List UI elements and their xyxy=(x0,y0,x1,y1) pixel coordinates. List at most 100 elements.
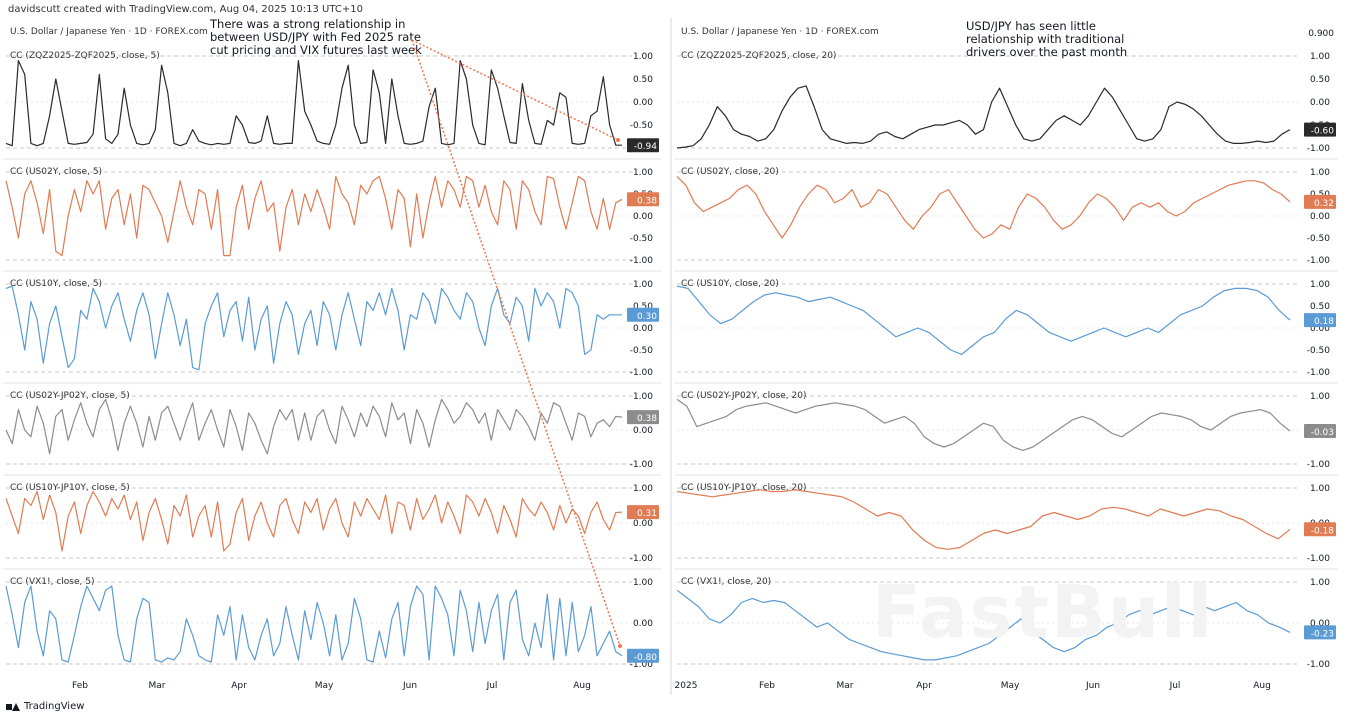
last-value-label: -0.80 xyxy=(634,653,658,663)
tradingview-brand[interactable]: TradingView xyxy=(6,701,84,712)
last-value-label: 0.30 xyxy=(637,312,657,322)
y-tick-label: 0.00 xyxy=(1310,619,1330,629)
last-value-badge xyxy=(627,410,659,425)
pane-title: CC (US02Y-JP02Y, close, 20) xyxy=(681,391,807,401)
last-value-label: -0.23 xyxy=(1311,629,1334,639)
pane-title: CC (VX1!, close, 5) xyxy=(10,577,94,587)
right-series-line-4 xyxy=(676,489,1291,550)
y-tick-label: -1.00 xyxy=(630,368,654,378)
x-tick-label: Jun xyxy=(1085,681,1100,691)
last-value-label: -0.60 xyxy=(1311,127,1335,137)
right-series-line-0 xyxy=(676,85,1291,149)
y-tick-label: -0.50 xyxy=(1307,234,1331,244)
last-value-label: 0.18 xyxy=(1314,317,1334,327)
annotation-arrow-upper xyxy=(411,39,619,141)
last-value-label: 0.38 xyxy=(637,414,657,424)
y-tick-label: -1.00 xyxy=(1307,660,1331,670)
x-tick-label: Apr xyxy=(916,681,932,691)
pane-title: CC (US10Y-JP10Y, close, 20) xyxy=(681,483,807,493)
annotation-arrow-head xyxy=(616,138,620,142)
pane-title: CC (ZQZ2025-ZQF2025, close, 20) xyxy=(681,51,836,61)
last-value-label: 0.31 xyxy=(637,509,657,519)
right-series-line-1 xyxy=(676,175,1291,239)
right-pane-2: 1.00 0.50 0.00 -0.50 -1.00 CC (US10Y, close, … xyxy=(675,270,1338,378)
y-tick-label: -0.50 xyxy=(630,121,654,131)
right-annotation-text: USD/JPY has seen little relationship with… xyxy=(966,19,1127,59)
right-series-line-2 xyxy=(676,285,1291,355)
y-tick-label: 1.00 xyxy=(633,392,653,402)
y-tick-label: -1.00 xyxy=(1307,368,1331,378)
last-value-badge xyxy=(1304,625,1336,640)
left-series-line-4 xyxy=(5,490,623,552)
y-tick-label: 0.50 xyxy=(1310,75,1330,85)
y-tick-label: 1.00 xyxy=(1310,280,1330,290)
y-tick-label: -1.00 xyxy=(630,256,654,266)
last-value-badge xyxy=(1304,522,1336,537)
y-tick-label: -0.50 xyxy=(1307,346,1331,356)
y-tick-label: 0.00 xyxy=(633,324,653,334)
right-series-line-3 xyxy=(676,398,1291,451)
x-tick-label: Aug xyxy=(573,681,591,691)
last-value-label: -0.03 xyxy=(1311,428,1334,438)
last-value-label: 0.38 xyxy=(637,196,657,206)
x-tick-label: Apr xyxy=(231,681,247,691)
y-tick-label: 0.00 xyxy=(633,98,653,108)
tradingview-logo-icon xyxy=(6,702,20,712)
y-tick-label: 1.00 xyxy=(633,168,653,178)
last-value-badge xyxy=(1304,122,1336,137)
x-tick-label: Aug xyxy=(1253,681,1271,691)
last-value-badge xyxy=(627,505,659,520)
right-pane-5: 1.00 0.00 -1.00 CC (VX1!, close, 20) -0.23 xyxy=(675,568,1338,670)
y-tick-label: 0.00 xyxy=(1310,324,1330,334)
pane-title: CC (US02Y, close, 20) xyxy=(681,167,779,177)
y-tick-label: 1.00 xyxy=(633,280,653,290)
left-series-line-0 xyxy=(5,59,622,147)
left-series-line-5 xyxy=(5,585,623,663)
y-tick-label: -0.50 xyxy=(630,234,654,244)
y-tick-label: -0.50 xyxy=(630,346,654,356)
right-top-tick: 0.900 xyxy=(1308,29,1334,39)
last-value-label: -0.18 xyxy=(1311,526,1335,536)
pane-title: CC (US02Y, close, 5) xyxy=(10,167,102,177)
left-series-line-2 xyxy=(5,285,622,371)
y-tick-label: 1.00 xyxy=(633,578,653,588)
y-tick-label: 0.50 xyxy=(1310,302,1330,312)
y-tick-label: 1.00 xyxy=(1310,392,1330,402)
y-tick-label: -1.00 xyxy=(630,460,654,470)
last-value-badge xyxy=(1304,194,1336,209)
x-tick-label: 2025 xyxy=(675,681,698,691)
right-series-line-5 xyxy=(676,589,1291,661)
right-chart: U.S. Dollar / Japanese Yen · 1D · FOREX.… xyxy=(675,19,1338,691)
chart-credit: davidscutt created with TradingView.com,… xyxy=(8,4,363,15)
last-value-badge xyxy=(627,307,659,322)
left-series-line-1 xyxy=(5,175,623,257)
x-tick-label: May xyxy=(315,681,334,691)
pane-title: CC (ZQZ2025-ZQF2025, close, 5) xyxy=(10,51,160,61)
last-value-label: -0.94 xyxy=(634,142,658,152)
last-value-badge xyxy=(1304,424,1336,439)
y-tick-label: 0.00 xyxy=(633,426,653,436)
left-pane-4: 1.00 0.00 -1.00 CC (US10Y-JP10Y, close, 5) 0… xyxy=(4,474,661,564)
y-tick-label: 0.00 xyxy=(633,212,653,222)
x-tick-label: Jul xyxy=(1169,681,1181,691)
x-tick-label: Feb xyxy=(72,681,88,691)
y-tick-label: 0.00 xyxy=(1310,98,1330,108)
x-tick-label: Feb xyxy=(759,681,775,691)
annotation-line: cut pricing and VIX futures last week xyxy=(210,43,422,57)
left-pane-5: 1.00 0.00 -1.00 CC (VX1!, close, 5) -0.80 xyxy=(4,568,661,670)
annotation-line: USD/JPY has seen little xyxy=(966,19,1096,33)
pane-title: CC (VX1!, close, 20) xyxy=(681,577,771,587)
annotation-line: relationship with traditional xyxy=(966,32,1124,46)
y-tick-label: 1.00 xyxy=(633,52,653,62)
left-chart: U.S. Dollar / Japanese Yen · 1D · FOREX.… xyxy=(4,17,661,691)
y-tick-label: 1.00 xyxy=(1310,52,1330,62)
y-tick-label: 0.00 xyxy=(1310,212,1330,222)
x-tick-label: May xyxy=(1001,681,1020,691)
annotation-line: There was a strong relationship in xyxy=(209,17,405,31)
last-value-label: 0.32 xyxy=(1314,199,1334,209)
x-tick-label: Jul xyxy=(486,681,498,691)
